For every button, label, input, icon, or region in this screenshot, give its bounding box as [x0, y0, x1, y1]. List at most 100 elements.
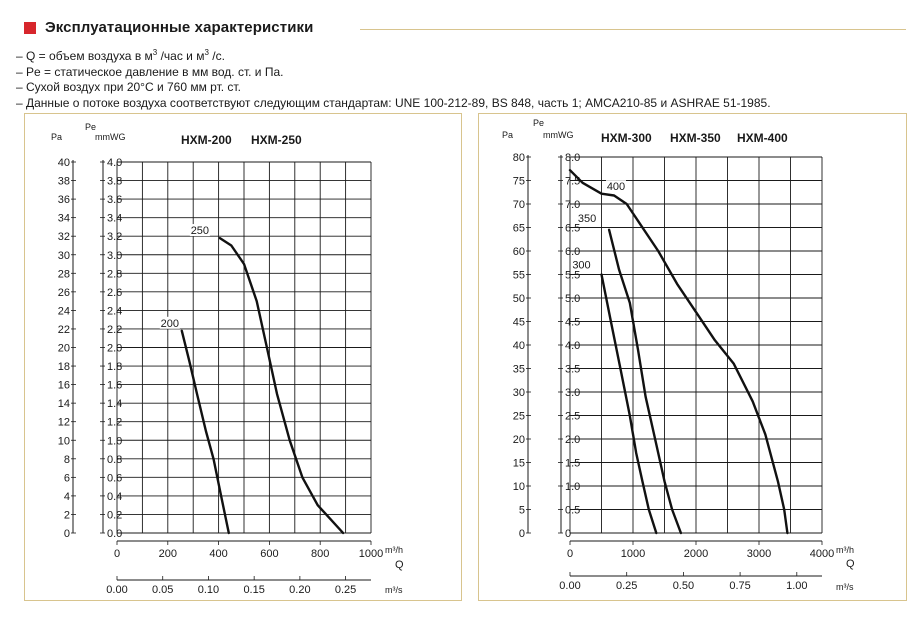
y-tick-label-mmwg: 7.5	[565, 176, 580, 188]
x-tick-label-m3h: 800	[311, 548, 329, 560]
y-tick-label-mmwg: 0.4	[107, 491, 122, 503]
section-title: Эксплуатационные характеристики	[45, 19, 314, 36]
y-tick-label-mmwg: 5.0	[565, 293, 580, 305]
y-tick-label-pa: 38	[58, 176, 70, 188]
y-unit-pa: Pa	[502, 130, 513, 140]
y-tick-label-mmwg: 4.0	[565, 340, 580, 352]
y-tick-label-mmwg: 0.8	[107, 454, 122, 466]
y-tick-label-pa: 30	[513, 387, 525, 399]
x-tick-label-m3h: 0	[114, 548, 120, 560]
y-tick-label-mmwg: 0	[565, 528, 571, 540]
y-tick-label-mmwg: 0.5	[565, 505, 580, 517]
y-tick-label-mmwg: 2.0	[565, 434, 580, 446]
x-tick-label-m3h: 0	[567, 548, 573, 560]
y-tick-label-pa: 50	[513, 293, 525, 305]
y-tick-label-pa: 26	[58, 287, 70, 299]
y-tick-label-pa: 30	[58, 250, 70, 262]
y-tick-label-pa: 0	[519, 528, 525, 540]
x-tick-label-m3h: 1000	[621, 548, 645, 560]
y-tick-label-pa: 70	[513, 199, 525, 211]
y-tick-label-pa: 0	[64, 528, 70, 540]
y-tick-label-pa: 20	[513, 434, 525, 446]
x-tick-label-m3s: 0.75	[729, 580, 750, 592]
y-tick-label-mmwg: 3.5	[565, 364, 580, 376]
y-tick-label-pa: 32	[58, 231, 70, 243]
y-tick-label-mmwg: 5.5	[565, 270, 580, 282]
y-tick-label-pa: 34	[58, 213, 70, 225]
note-q-mid: /час и м	[157, 49, 205, 63]
note-q: – Q = объем воздуха в м3 /час и м3 /с.	[16, 45, 771, 65]
y-tick-label-mmwg: 1.2	[107, 417, 122, 429]
series-label-350: 350	[578, 213, 596, 225]
series-curve-200	[180, 329, 230, 535]
x-tick-label-m3s: 0.00	[106, 584, 127, 596]
y-tick-label-pa: 40	[58, 157, 70, 169]
y-tick-label-pa: 60	[513, 246, 525, 258]
y-tick-label-pa: 15	[513, 458, 525, 470]
y-tick-label-mmwg: 3.6	[107, 194, 122, 206]
y-tick-label-mmwg: 0.2	[107, 509, 122, 521]
chart-panel-hxm-200-250: 0.0 0 0.2 2 0.4 4 0.6 6 0.8 8 1.0 10 1.2 12 1.4 14 1.6 16…	[24, 113, 462, 601]
series-label-200: 200	[161, 318, 179, 330]
series-curve-300	[600, 273, 658, 535]
y-tick-label-pa: 4	[64, 491, 70, 503]
y-tick-label-mmwg: 6.0	[565, 246, 580, 258]
x-label-q: Q	[395, 559, 404, 571]
y-tick-label-pa: 6	[64, 472, 70, 484]
y-tick-label-pa: 5	[519, 505, 525, 517]
notes-list: – Q = объем воздуха в м3 /час и м3 /с. –…	[16, 45, 771, 111]
y-tick-label-mmwg: 2.4	[107, 305, 122, 317]
y-tick-label-mmwg: 1.4	[107, 398, 122, 410]
y-tick-label-mmwg: 7.0	[565, 199, 580, 211]
red-square-icon	[24, 22, 36, 34]
series-label-bg	[577, 211, 598, 224]
x-tick-label-m3s: 0.00	[559, 580, 580, 592]
series-label-300: 300	[572, 260, 590, 272]
x-tick-label-m3s: 0.25	[335, 584, 356, 596]
x-tick-label-m3h: 400	[209, 548, 227, 560]
series-label-bg	[571, 258, 592, 271]
y-tick-label-pa: 35	[513, 364, 525, 376]
series-curve-350	[607, 228, 683, 535]
y-tick-label-mmwg: 4.5	[565, 317, 580, 329]
y-tick-label-pa: 75	[513, 176, 525, 188]
x-unit-m3h: m³/h	[836, 545, 854, 555]
y-tick-label-mmwg: 1.5	[565, 458, 580, 470]
x-tick-label-m3h: 3000	[747, 548, 771, 560]
y-tick-label-pa: 28	[58, 268, 70, 280]
note-q-sup2: 3	[204, 48, 209, 57]
y-tick-label-pa: 22	[58, 324, 70, 336]
x-tick-label-m3h: 600	[260, 548, 278, 560]
y-tick-label-pa: 55	[513, 270, 525, 282]
y-tick-label-mmwg: 3.2	[107, 231, 122, 243]
series-curve-400	[568, 169, 789, 535]
y-unit-pa: Pa	[51, 132, 62, 142]
y-tick-label-mmwg: 3.8	[107, 176, 122, 188]
x-tick-label-m3s: 0.10	[198, 584, 219, 596]
y-tick-label-mmwg: 1.6	[107, 380, 122, 392]
y-tick-label-mmwg: 3.4	[107, 213, 122, 225]
y-tick-label-pa: 10	[513, 481, 525, 493]
note-q-sup1: 3	[152, 48, 158, 57]
y-unit-mmwg: mmWG	[543, 130, 574, 140]
y-tick-label-mmwg: 4.0	[107, 157, 122, 169]
model-title-hxm-300: HXM-300	[601, 131, 652, 145]
note-q-post: /с.	[208, 49, 225, 63]
y-tick-label-pa: 40	[513, 340, 525, 352]
x-tick-label-m3s: 0.15	[243, 584, 264, 596]
x-unit-m3s: m³/s	[836, 582, 854, 592]
y-tick-label-mmwg: 2.5	[565, 411, 580, 423]
x-tick-label-m3s: 0.25	[616, 580, 637, 592]
x-tick-label-m3h: 200	[159, 548, 177, 560]
y-tick-label-mmwg: 0.0	[107, 528, 122, 540]
y-tick-label-pa: 18	[58, 361, 70, 373]
y-tick-label-pa: 45	[513, 317, 525, 329]
y-tick-label-mmwg: 0.6	[107, 472, 122, 484]
series-label-400: 400	[607, 181, 625, 193]
y-unit-pe: Pe	[85, 122, 96, 132]
y-tick-label-pa: 65	[513, 223, 525, 235]
series-label-bg	[606, 180, 626, 193]
series-curve-250	[218, 236, 345, 535]
note-pe: – Pe = статическое давление в мм вод. ст…	[16, 64, 284, 79]
note-air: – Сухой воздух при 20°C и 760 мм рт. ст.	[16, 80, 241, 94]
